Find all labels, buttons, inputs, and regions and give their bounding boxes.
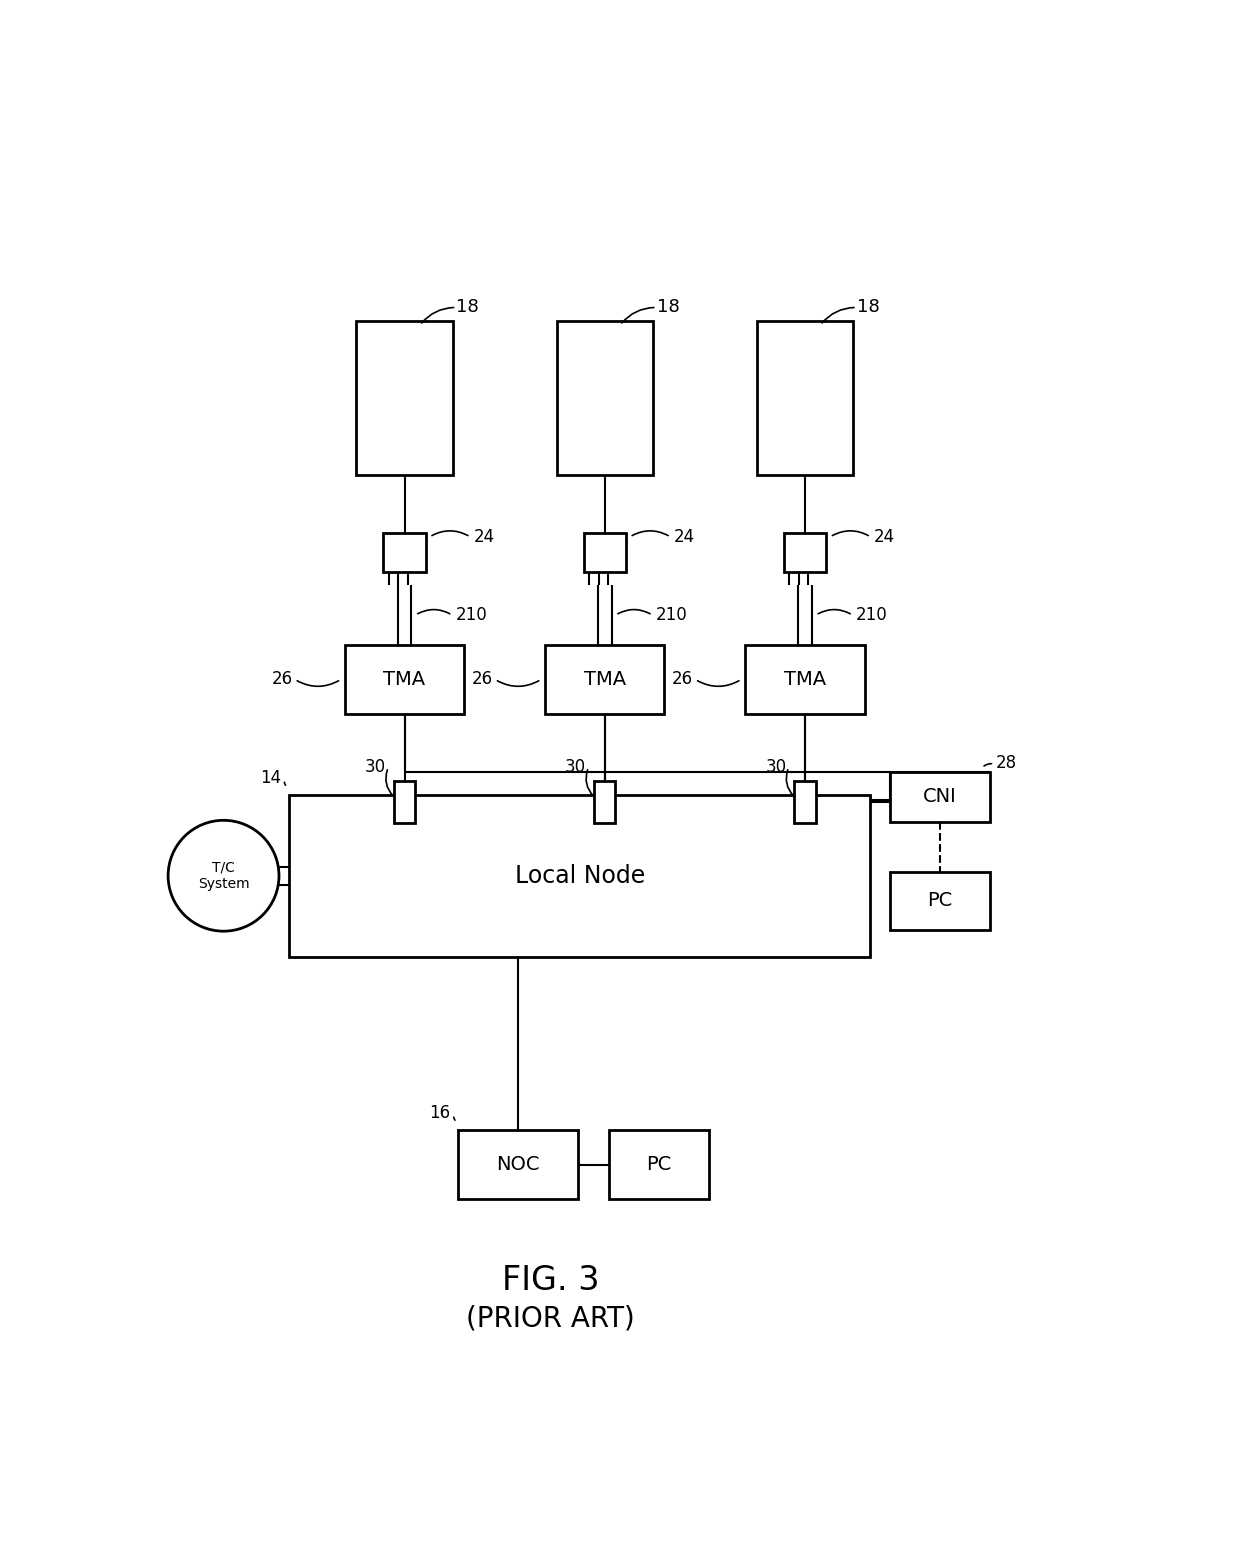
Text: TMA: TMA — [584, 670, 626, 689]
Text: 26: 26 — [672, 670, 693, 689]
Text: TMA: TMA — [383, 670, 425, 689]
Text: T/C
System: T/C System — [197, 860, 249, 891]
Text: 18: 18 — [456, 299, 479, 317]
Bar — [546, 645, 665, 714]
Bar — [889, 771, 990, 823]
Bar — [557, 322, 652, 476]
Bar — [756, 322, 853, 476]
Bar — [794, 781, 816, 824]
Text: CNI: CNI — [923, 787, 956, 807]
Text: 24: 24 — [874, 529, 895, 546]
Text: 30: 30 — [765, 759, 786, 776]
Text: PC: PC — [646, 1155, 671, 1174]
Bar — [584, 533, 626, 572]
Text: 18: 18 — [857, 299, 879, 317]
Text: 24: 24 — [474, 529, 495, 546]
Circle shape — [169, 821, 279, 931]
Text: (PRIOR ART): (PRIOR ART) — [466, 1305, 635, 1333]
Bar — [609, 1130, 708, 1199]
Bar — [356, 322, 453, 476]
Text: 210: 210 — [856, 606, 888, 624]
Bar — [289, 795, 870, 956]
Text: 24: 24 — [673, 529, 694, 546]
Text: 28: 28 — [996, 754, 1017, 771]
Text: 16: 16 — [429, 1104, 450, 1121]
Text: NOC: NOC — [496, 1155, 539, 1174]
Text: 210: 210 — [455, 606, 487, 624]
Bar — [459, 1130, 578, 1199]
Text: 30: 30 — [365, 759, 386, 776]
Text: 14: 14 — [260, 770, 281, 787]
Text: 26: 26 — [272, 670, 293, 689]
Bar — [784, 533, 826, 572]
Bar — [745, 645, 864, 714]
Text: 210: 210 — [656, 606, 687, 624]
Text: 30: 30 — [565, 759, 587, 776]
Text: TMA: TMA — [784, 670, 826, 689]
Text: Local Node: Local Node — [515, 863, 645, 888]
Bar — [345, 645, 464, 714]
Bar — [383, 533, 425, 572]
Bar — [594, 781, 615, 824]
Text: 18: 18 — [657, 299, 680, 317]
Bar — [889, 872, 990, 930]
Bar — [394, 781, 415, 824]
Text: PC: PC — [928, 891, 952, 910]
Text: 26: 26 — [471, 670, 492, 689]
Text: FIG. 3: FIG. 3 — [502, 1264, 600, 1297]
